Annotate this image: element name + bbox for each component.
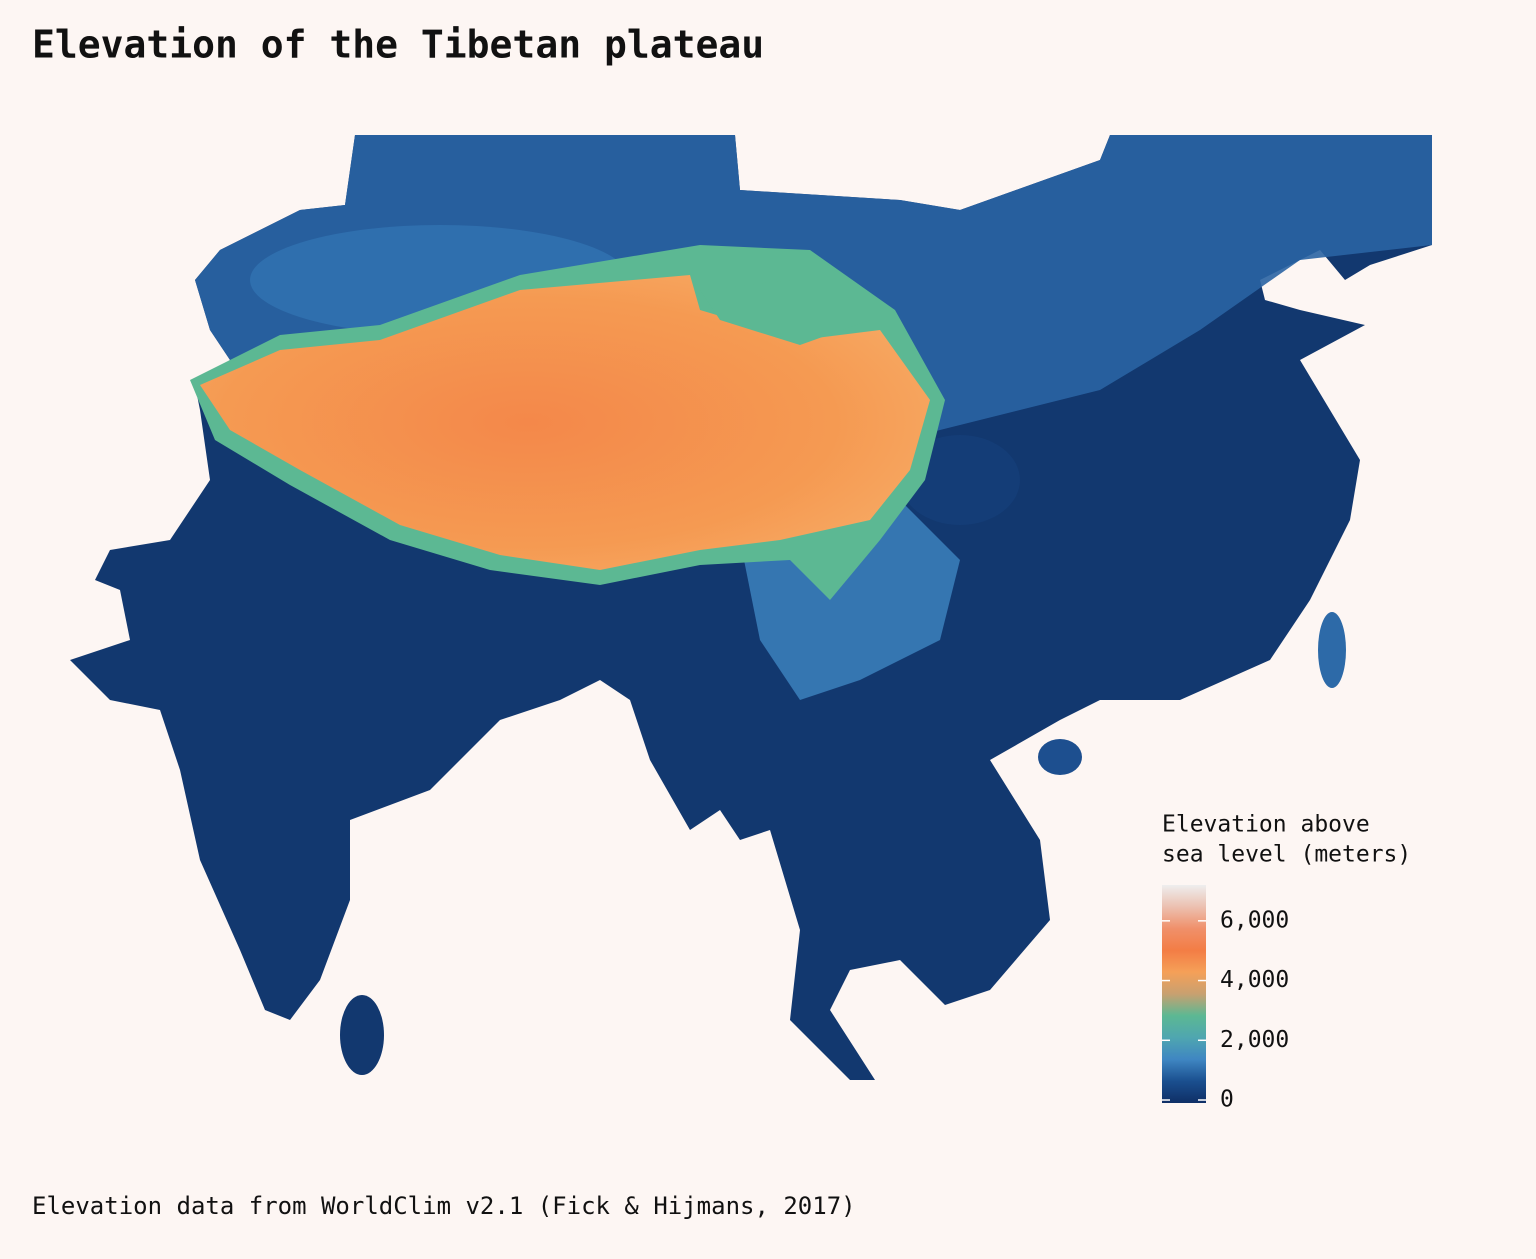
taiwan	[1318, 612, 1346, 688]
hainan	[1038, 739, 1082, 775]
color-bar	[1162, 885, 1206, 1103]
legend-title: sea level (meters)	[1162, 842, 1411, 868]
caption: Elevation data from WorldClim v2.1 (Fick…	[32, 1192, 856, 1220]
land	[70, 135, 1432, 1080]
legend-title: Elevation above	[1162, 812, 1370, 838]
tibetan-plateau	[200, 275, 930, 570]
tick-label: 4,000	[1220, 967, 1289, 993]
legend: Elevation above sea level (meters) 0 2,00…	[1162, 812, 1411, 1113]
tick-label: 2,000	[1220, 1027, 1289, 1053]
sri-lanka	[340, 995, 384, 1075]
title: Elevation of the Tibetan plateau	[32, 23, 764, 67]
tick-label: 6,000	[1220, 907, 1289, 933]
tick-label: 0	[1220, 1087, 1234, 1113]
qaidam-basin	[700, 280, 870, 345]
